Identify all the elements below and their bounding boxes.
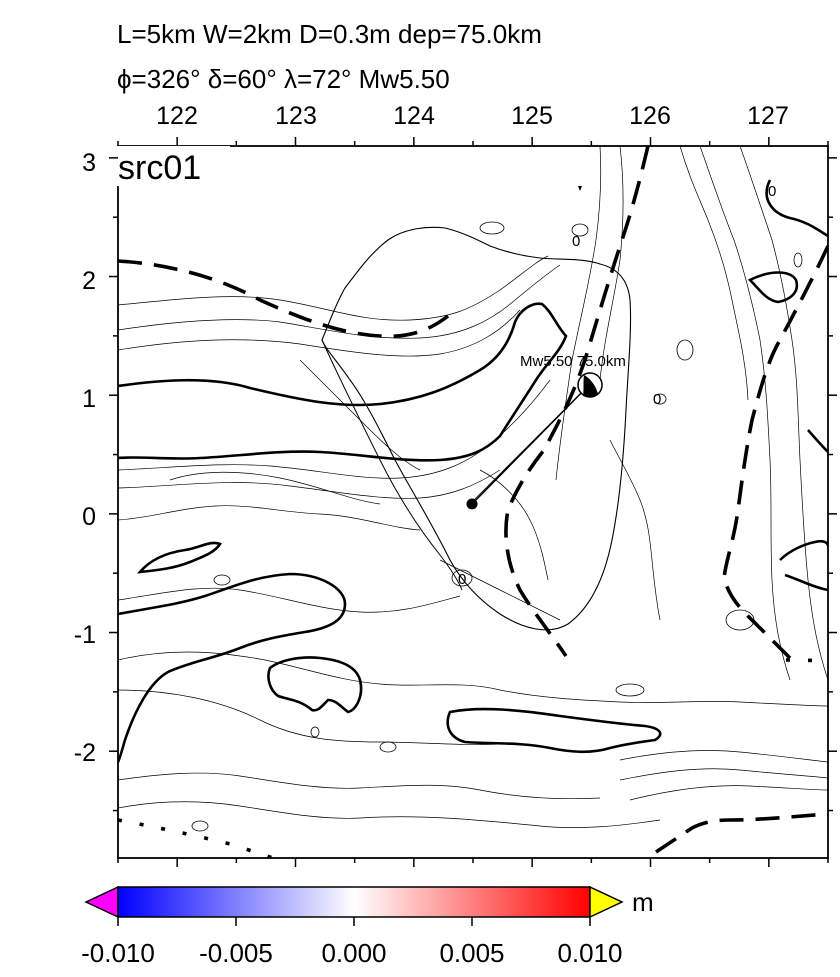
colorbar-gradient xyxy=(117,886,591,918)
y-tick-label: -1 xyxy=(74,621,96,649)
fault-line-edge xyxy=(469,389,585,505)
trench-south xyxy=(655,812,828,854)
header-line1: L=5km W=2km D=0.3m dep=75.0km xyxy=(117,19,542,49)
contour-label: 0 xyxy=(768,183,776,200)
x-tick-label: 125 xyxy=(511,102,553,130)
dotted-lines xyxy=(118,658,828,858)
colorbar-tick-label: 0.010 xyxy=(557,938,622,968)
epicenter-label: Mw5.50 75.0km xyxy=(520,353,626,370)
map-area: Mw5.50 75.0km 0 0 0 0 xyxy=(118,146,828,858)
panel-label: src01 xyxy=(118,149,201,187)
colorbar-tick-label: -0.005 xyxy=(199,938,273,968)
colorbar-low-extension xyxy=(84,885,119,919)
trench-east xyxy=(722,245,828,662)
colorbar-tick-label: 0.000 xyxy=(321,938,386,968)
x-tick-label: 123 xyxy=(275,102,317,130)
colorbar-high-extension xyxy=(589,885,624,919)
contour-blobs xyxy=(191,221,803,832)
focal-mechanism-icon xyxy=(577,372,603,398)
x-tick-label: 124 xyxy=(393,102,435,130)
fault-trace-line xyxy=(321,339,463,591)
thick-contours xyxy=(118,179,828,763)
fault-origin-dot xyxy=(466,498,478,510)
contour-label: 0 xyxy=(653,391,661,408)
trench-lines xyxy=(118,146,828,854)
y-tick-label: -2 xyxy=(74,739,96,767)
colorbar: m -0.010 -0.005 0.000 0.005 0.010 xyxy=(81,885,654,968)
x-tick-label: 126 xyxy=(629,102,671,130)
contour-label: 0 xyxy=(572,233,580,250)
trench-central xyxy=(504,146,650,658)
colorbar-unit: m xyxy=(632,887,654,917)
header-line2: ϕ=326° δ=60° λ=72° Mw5.50 xyxy=(117,64,450,94)
axis-ticks xyxy=(109,137,837,867)
panel-label-backdrop xyxy=(112,146,230,186)
y-tick-label: 2 xyxy=(82,267,96,295)
y-tick-label: 0 xyxy=(82,503,96,531)
contour-label: 0 xyxy=(458,571,466,588)
y-tick-label: 1 xyxy=(82,385,96,413)
coast-outline xyxy=(321,226,632,631)
colorbar-tick-label: -0.010 xyxy=(81,938,155,968)
x-tick-label: 122 xyxy=(156,102,198,130)
small-triangle-icon xyxy=(578,186,582,191)
colorbar-tick-label: 0.005 xyxy=(439,938,504,968)
y-tick-label: 3 xyxy=(82,149,96,177)
x-tick-label: 127 xyxy=(747,102,789,130)
trench-north xyxy=(118,259,450,339)
